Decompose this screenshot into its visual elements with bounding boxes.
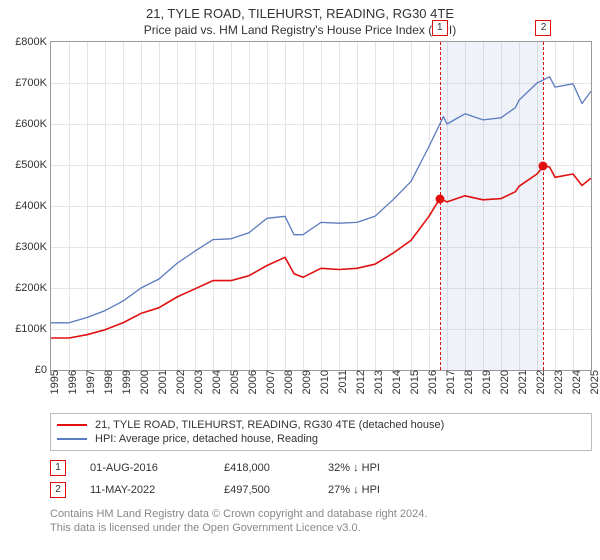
y-axis-label: £100K	[15, 323, 51, 335]
x-axis-label: 2010	[317, 370, 331, 394]
x-axis-label: 2008	[281, 370, 295, 394]
x-axis-label: 2020	[497, 370, 511, 394]
event-price: £418,000	[224, 462, 304, 474]
x-axis-label: 2002	[173, 370, 187, 394]
x-axis-label: 2004	[209, 370, 223, 394]
x-axis-label: 2013	[371, 370, 385, 394]
y-axis-label: £800K	[15, 36, 51, 48]
event-row: 1 01-AUG-2016 £418,000 32% ↓ HPI	[50, 457, 592, 479]
x-axis-label: 1999	[119, 370, 133, 394]
line-series-svg	[51, 42, 591, 370]
legend: 21, TYLE ROAD, TILEHURST, READING, RG30 …	[50, 413, 592, 451]
marker-label-box: 2	[535, 20, 551, 36]
event-date: 11-MAY-2022	[90, 484, 200, 496]
x-axis-label: 2021	[515, 370, 529, 394]
legend-label: 21, TYLE ROAD, TILEHURST, READING, RG30 …	[95, 419, 444, 431]
event-row: 2 11-MAY-2022 £497,500 27% ↓ HPI	[50, 479, 592, 501]
x-axis-label: 2007	[263, 370, 277, 394]
x-axis-label: 2012	[353, 370, 367, 394]
y-axis-label: £500K	[15, 159, 51, 171]
data-point-dot	[435, 194, 444, 203]
y-axis-label: £400K	[15, 200, 51, 212]
x-axis-label: 2019	[479, 370, 493, 394]
series-line	[51, 166, 591, 338]
title-line-2: Price paid vs. HM Land Registry's House …	[0, 21, 600, 41]
events-table: 1 01-AUG-2016 £418,000 32% ↓ HPI 2 11-MAY-202…	[50, 457, 592, 501]
x-axis-label: 2003	[191, 370, 205, 394]
x-axis-label: 2015	[407, 370, 421, 394]
legend-item: 21, TYLE ROAD, TILEHURST, READING, RG30 …	[57, 418, 585, 432]
x-axis-label: 1997	[83, 370, 97, 394]
x-axis-label: 2023	[551, 370, 565, 394]
x-axis-label: 2025	[587, 370, 600, 394]
x-axis-label: 2001	[155, 370, 169, 394]
x-axis-label: 2018	[461, 370, 475, 394]
event-delta: 27% ↓ HPI	[328, 484, 380, 496]
event-price: £497,500	[224, 484, 304, 496]
x-axis-label: 2016	[425, 370, 439, 394]
x-axis-label: 1995	[47, 370, 61, 394]
x-axis-label: 2024	[569, 370, 583, 394]
x-axis-label: 2005	[227, 370, 241, 394]
titles: 21, TYLE ROAD, TILEHURST, READING, RG30 …	[0, 0, 600, 41]
x-axis-label: 2011	[335, 370, 349, 394]
footer: Contains HM Land Registry data © Crown c…	[50, 507, 592, 536]
event-number-box: 2	[50, 482, 66, 498]
chart-container: 21, TYLE ROAD, TILEHURST, READING, RG30 …	[0, 0, 600, 536]
event-delta: 32% ↓ HPI	[328, 462, 380, 474]
legend-swatch	[57, 438, 87, 440]
x-axis-label: 1996	[65, 370, 79, 394]
legend-swatch	[57, 424, 87, 426]
marker-label-box: 1	[432, 20, 448, 36]
title-line-1: 21, TYLE ROAD, TILEHURST, READING, RG30 …	[0, 0, 600, 21]
x-axis-label: 2022	[533, 370, 547, 394]
footer-line-2: This data is licensed under the Open Gov…	[50, 521, 592, 535]
plot-area: £0£100K£200K£300K£400K£500K£600K£700K£80…	[50, 41, 592, 371]
legend-item: HPI: Average price, detached house, Read…	[57, 432, 585, 446]
data-point-dot	[539, 162, 548, 171]
legend-label: HPI: Average price, detached house, Read…	[95, 433, 318, 445]
y-axis-label: £300K	[15, 241, 51, 253]
x-axis-label: 2017	[443, 370, 457, 394]
y-axis-label: £200K	[15, 282, 51, 294]
y-axis-label: £700K	[15, 77, 51, 89]
y-axis-label: £600K	[15, 118, 51, 130]
x-axis-label: 2000	[137, 370, 151, 394]
series-line	[51, 77, 591, 323]
x-axis-label: 1998	[101, 370, 115, 394]
footer-line-1: Contains HM Land Registry data © Crown c…	[50, 507, 592, 521]
x-axis-label: 2014	[389, 370, 403, 394]
x-axis-label: 2009	[299, 370, 313, 394]
event-date: 01-AUG-2016	[90, 462, 200, 474]
x-axis-label: 2006	[245, 370, 259, 394]
event-number-box: 1	[50, 460, 66, 476]
